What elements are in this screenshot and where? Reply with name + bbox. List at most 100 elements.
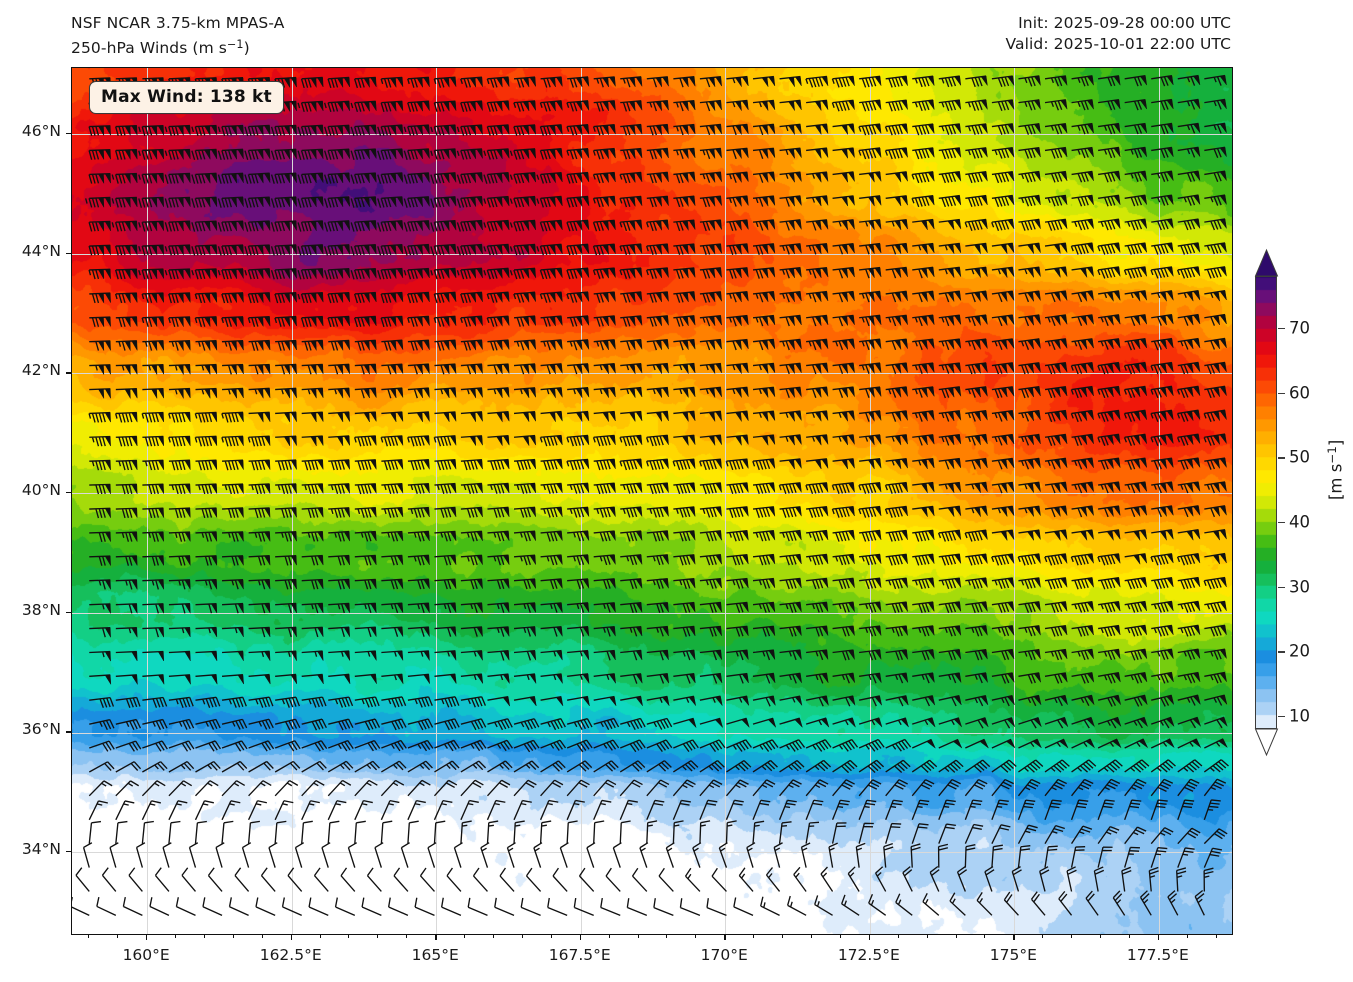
longitude-minor-tick: [377, 935, 379, 938]
latitude-tick-mark: [66, 252, 71, 254]
longitude-minor-tick: [984, 935, 986, 938]
colorbar-tick-mark: [1278, 457, 1285, 459]
longitude-minor-tick: [88, 935, 90, 938]
colorbar-tick-mark: [1278, 651, 1285, 653]
gridline-horizontal: [72, 373, 1232, 375]
gridline-vertical: [1158, 68, 1160, 934]
longitude-minor-tick: [319, 935, 321, 938]
gridline-horizontal: [72, 612, 1232, 614]
longitude-minor-tick: [637, 935, 639, 938]
gridline-vertical: [725, 68, 727, 934]
longitude-minor-tick: [810, 935, 812, 938]
latitude-tick-label: 36°N: [21, 720, 61, 739]
time-stamp-block: Init: 2025-09-28 00:00 UTC Valid: 2025-1…: [1005, 13, 1231, 55]
longitude-minor-tick: [782, 935, 784, 938]
latitude-tick-mark: [66, 492, 71, 494]
valid-time: Valid: 2025-10-01 22:00 UTC: [1005, 35, 1231, 53]
longitude-minor-tick: [435, 935, 437, 938]
longitude-minor-tick: [261, 935, 263, 938]
longitude-tick-label: 160°E: [122, 946, 170, 964]
init-time: Init: 2025-09-28 00:00 UTC: [1018, 14, 1231, 32]
colorbar-tick-mark: [1278, 327, 1285, 330]
colorbar-tick-label: 20: [1289, 641, 1310, 661]
latitude-tick-label: 44°N: [21, 241, 61, 260]
colorbar-tick-label: 50: [1289, 447, 1310, 467]
longitude-minor-tick: [1128, 935, 1130, 938]
longitude-minor-tick: [175, 935, 177, 938]
longitude-minor-tick: [117, 935, 119, 938]
longitude-minor-tick: [232, 935, 234, 938]
longitude-tick-label: 170°E: [700, 946, 748, 964]
longitude-minor-tick: [203, 935, 205, 938]
longitude-minor-tick: [868, 935, 870, 938]
longitude-minor-tick: [348, 935, 350, 938]
latitude-tick-mark: [66, 851, 71, 853]
longitude-minor-tick: [695, 935, 697, 938]
longitude-minor-tick: [146, 935, 148, 938]
colorbar-units-label: [m s−1]: [1325, 439, 1346, 500]
latitude-tick-label: 46°N: [21, 121, 61, 140]
gridline-horizontal: [72, 852, 1232, 854]
longitude-minor-tick: [550, 935, 552, 938]
longitude-tick-label: 175°E: [989, 946, 1037, 964]
colorbar-extend-bottom: [1254, 728, 1278, 757]
latitude-tick-label: 40°N: [21, 481, 61, 500]
longitude-minor-tick: [521, 935, 523, 938]
field-name: 250-hPa Winds (m s−1): [71, 38, 250, 58]
longitude-minor-tick: [1100, 935, 1102, 938]
longitude-minor-tick: [1157, 935, 1159, 938]
longitude-minor-tick: [290, 935, 292, 938]
colorbar-extend-top: [1254, 248, 1278, 277]
latitude-tick-label: 42°N: [21, 361, 61, 380]
colorbar-tick-label: 30: [1289, 577, 1310, 597]
longitude-tick-label: 165°E: [411, 946, 459, 964]
longitude-tick-label: 162.5°E: [259, 946, 322, 964]
latitude-tick-label: 38°N: [21, 600, 61, 619]
longitude-minor-tick: [1215, 935, 1217, 938]
longitude-tick-label: 172.5°E: [837, 946, 900, 964]
longitude-minor-tick: [666, 935, 668, 938]
latitude-tick-mark: [66, 372, 71, 374]
latitude-tick-mark: [66, 731, 71, 733]
colorbar: 10 20 30 40 50 60 70: [1254, 248, 1310, 757]
colorbar-tick-label: 60: [1289, 383, 1310, 402]
map-plot-area: [71, 67, 1233, 935]
longitude-minor-tick: [753, 935, 755, 938]
longitude-minor-tick: [1071, 935, 1073, 938]
longitude-minor-tick: [897, 935, 899, 938]
longitude-tick-label: 177.5°E: [1126, 946, 1189, 964]
gridline-vertical: [291, 68, 293, 934]
gridline-vertical: [436, 68, 438, 934]
model-name: NSF NCAR 3.75-km MPAS-A: [71, 14, 285, 32]
gridline-horizontal: [72, 133, 1232, 135]
wind-barb-overlay: [72, 74, 1229, 916]
model-title-block: NSF NCAR 3.75-km MPAS-A 250-hPa Winds (m…: [71, 13, 284, 59]
latitude-tick-mark: [66, 132, 71, 135]
gridline-vertical: [1014, 68, 1016, 934]
colorbar-tick-label: 70: [1289, 318, 1310, 338]
colorbar-tick-mark: [1278, 586, 1285, 588]
gridline-horizontal: [72, 493, 1232, 494]
latitude-tick-label: 34°N: [21, 840, 61, 859]
longitude-minor-tick: [493, 935, 495, 938]
colorbar-tick-mark: [1278, 716, 1285, 718]
longitude-minor-tick: [1042, 935, 1044, 938]
colorbar-tick-mark: [1278, 521, 1285, 524]
longitude-minor-tick: [1186, 935, 1188, 938]
gridline-horizontal: [72, 732, 1232, 734]
gridline-vertical: [147, 68, 149, 934]
latitude-tick-mark: [66, 611, 71, 614]
gridline-vertical: [580, 68, 582, 934]
colorbar-extend-arrows: [1254, 248, 1278, 757]
colorbar-tick-mark: [1278, 392, 1285, 394]
longitude-minor-tick: [926, 935, 928, 938]
longitude-minor-tick: [955, 935, 957, 938]
longitude-minor-tick: [579, 935, 581, 938]
gridline-horizontal: [72, 253, 1232, 255]
colorbar-tick-label: 40: [1289, 512, 1310, 532]
longitude-minor-tick: [1013, 935, 1015, 938]
longitude-minor-tick: [839, 935, 841, 938]
colorbar-tick-label: 10: [1289, 706, 1310, 726]
longitude-minor-tick: [724, 935, 726, 938]
